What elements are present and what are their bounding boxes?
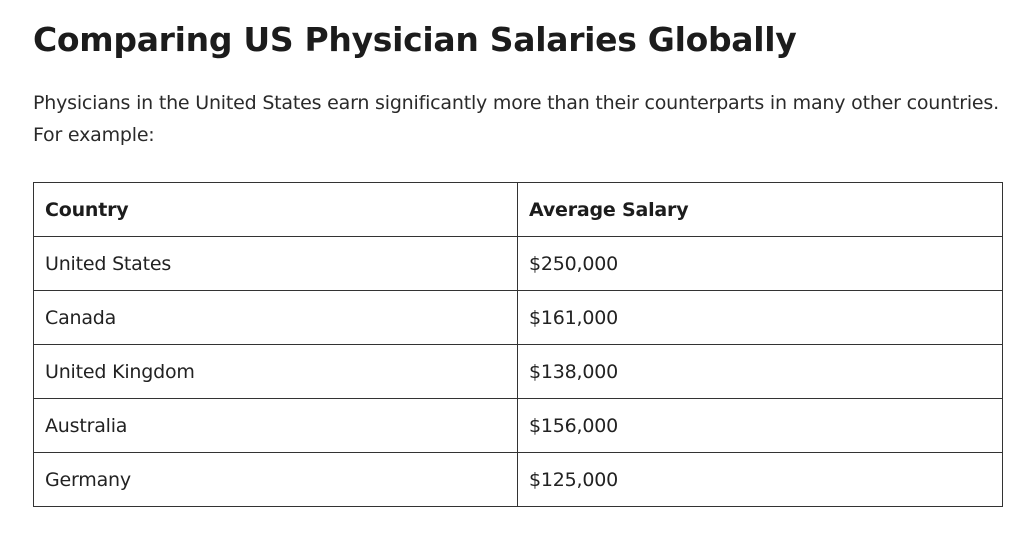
cell-salary: $156,000 xyxy=(517,398,1003,453)
header-average-salary: Average Salary xyxy=(517,182,1003,237)
cell-country: Australia xyxy=(33,398,518,453)
cell-salary: $161,000 xyxy=(517,290,1003,345)
table-header-row: Country Average Salary xyxy=(33,182,1003,237)
table-row: Australia $156,000 xyxy=(33,398,1003,453)
table-row: Germany $125,000 xyxy=(33,452,1003,507)
cell-country: Germany xyxy=(33,452,518,507)
cell-salary: $138,000 xyxy=(517,344,1003,399)
table-row: United Kingdom $138,000 xyxy=(33,344,1003,399)
table-row: Canada $161,000 xyxy=(33,290,1003,345)
header-country: Country xyxy=(33,182,518,237)
cell-country: United Kingdom xyxy=(33,344,518,399)
cell-salary: $125,000 xyxy=(517,452,1003,507)
table-row: United States $250,000 xyxy=(33,236,1003,291)
salary-table: Country Average Salary United States $25… xyxy=(33,182,1003,507)
cell-country: Canada xyxy=(33,290,518,345)
cell-country: United States xyxy=(33,236,518,291)
intro-paragraph: Physicians in the United States earn sig… xyxy=(33,92,999,146)
page-title: Comparing US Physician Salaries Globally xyxy=(33,20,797,59)
cell-salary: $250,000 xyxy=(517,236,1003,291)
